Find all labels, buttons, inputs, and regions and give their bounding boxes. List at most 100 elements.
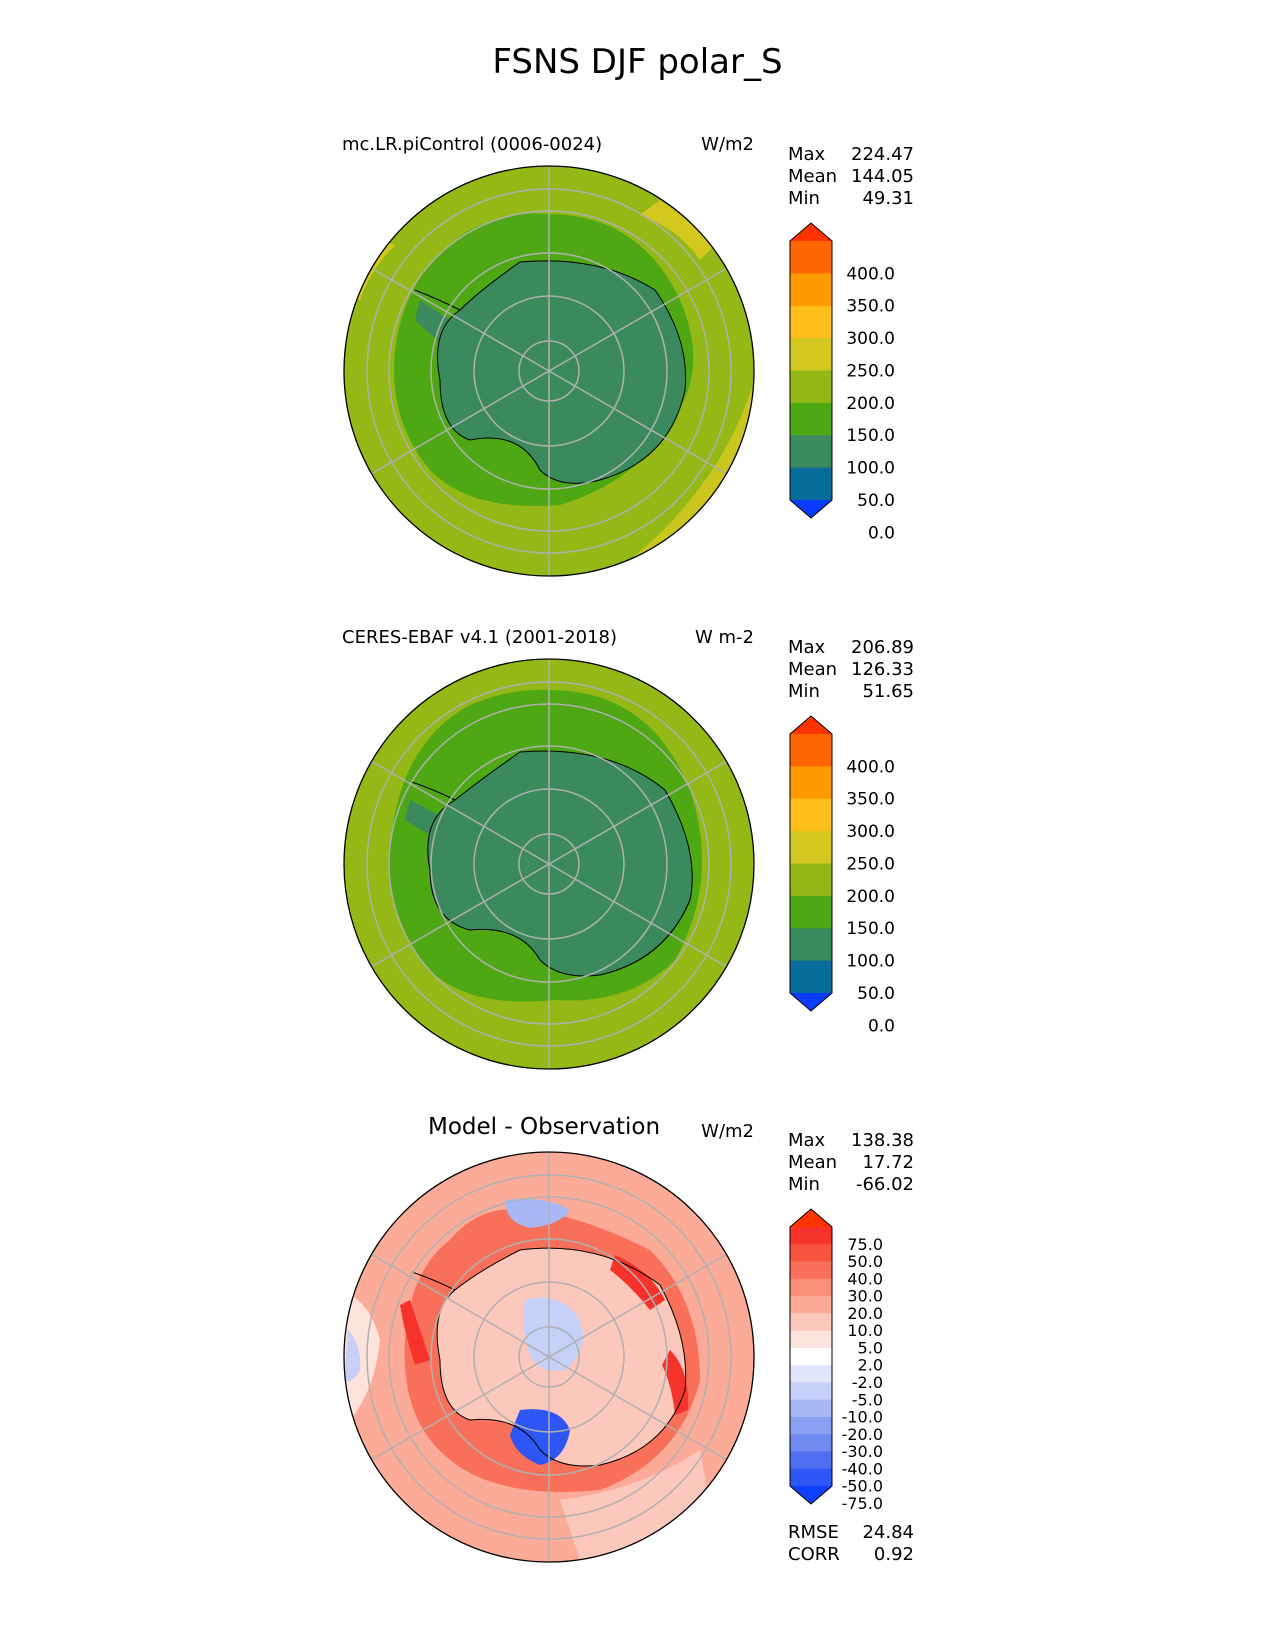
panel-reference-title: CERES-EBAF v4.1 (2001-2018) [342, 627, 618, 648]
colorbar-tick-label: -75.0 [842, 1494, 883, 1513]
colorbar-segment [790, 1330, 832, 1349]
colorbar-segment [790, 305, 832, 339]
colorbar-tick-label: 50.0 [847, 1252, 883, 1271]
colorbar-tick-label: 250.0 [846, 361, 895, 381]
colorbar-segment [790, 1365, 832, 1383]
panel-reference-units: W m-2 [694, 627, 754, 648]
map-difference-frame [343, 1151, 755, 1563]
colorbar-tick-label: -50.0 [842, 1477, 883, 1496]
colorbar-segment [790, 1313, 832, 1332]
stat-min-value: -66.02 [855, 1174, 914, 1195]
colorbar-segment [790, 1347, 832, 1366]
colorbar-segment [790, 1399, 832, 1418]
colorbar-tick-label: 150.0 [846, 426, 895, 446]
stat-mean-value: 126.33 [851, 659, 914, 680]
colorbar-segment [790, 960, 832, 994]
colorbar-segment [790, 402, 832, 436]
colorbar-tick-label: -2.0 [852, 1373, 883, 1392]
colorbar-outline [789, 1208, 833, 1505]
metric-corr-label: CORR [788, 1544, 840, 1565]
colorbar-segment [790, 1434, 832, 1453]
colorbar-segment [790, 863, 832, 897]
panel-test-title: mc.LR.piControl (0006-0024) [342, 134, 603, 155]
colorbar-segment [790, 1468, 832, 1487]
colorbar-tick-label: 40.0 [847, 1269, 883, 1288]
graticule-test [366, 166, 732, 576]
metric-rmse-value: 24.84 [862, 1522, 914, 1543]
figure-title: FSNS DJF polar_S [492, 42, 783, 82]
colorbar-tick-label: 350.0 [846, 790, 895, 810]
panel-test-stats: Max 224.47 Mean 144.05 Min 49.31 [788, 144, 914, 210]
colorbar-segment [790, 1296, 832, 1314]
panel-reference-stats: Max 206.89 Mean 126.33 Min 51.65 [788, 637, 914, 703]
panel-test-units: W/m2 [701, 134, 754, 155]
colorbar-extend-max [790, 223, 832, 241]
colorbar-reference: 400.0 350.0 300.0 250.0 200.0 150.0 100.0 50.0 0… [789, 715, 895, 1036]
stat-mean-label: Mean [788, 1152, 838, 1173]
colorbar-segment [790, 1244, 832, 1263]
stat-mean-value: 17.72 [862, 1152, 914, 1173]
stat-min-value: 51.65 [862, 681, 914, 702]
colorbar-tick-label: 100.0 [846, 459, 895, 479]
colorbar-tick-label: -10.0 [842, 1408, 883, 1427]
stat-max-value: 224.47 [851, 144, 914, 165]
colorbar-segment [790, 734, 832, 767]
colorbar-tick-label: 10.0 [847, 1321, 883, 1340]
stat-mean-value: 144.05 [851, 166, 914, 187]
colorbar-tick-label: 200.0 [846, 887, 895, 907]
stat-max-label: Max [788, 637, 826, 658]
panel-difference-title: Model - Observation [428, 1114, 661, 1140]
colorbar-extend-min [790, 993, 832, 1011]
colorbar-segment [790, 338, 832, 372]
colorbar-tick-label: 400.0 [846, 757, 895, 777]
stat-max-value: 138.38 [851, 1130, 914, 1151]
colorbar-tick-label: -5.0 [852, 1390, 883, 1409]
stat-max-label: Max [788, 1130, 826, 1151]
map-test-frame [343, 165, 755, 577]
colorbar-tick-label: 50.0 [857, 491, 895, 511]
colorbar-tick-label: 5.0 [858, 1338, 883, 1357]
colorbar-segment [790, 766, 832, 800]
colorbar-segment [790, 798, 832, 832]
panel-difference-stats: Max 138.38 Mean 17.72 Min -66.02 [788, 1130, 914, 1196]
colorbar-extend-max [790, 716, 832, 734]
colorbar-segment [790, 435, 832, 469]
colorbar-segment [790, 1451, 832, 1470]
coastline-test [414, 260, 687, 484]
stat-max-label: Max [788, 144, 826, 165]
colorbar-extend-max [790, 1209, 832, 1227]
colorbar-tick-label: -20.0 [842, 1425, 883, 1444]
colorbar-segment [790, 1416, 832, 1435]
colorbar-tick-label: 300.0 [846, 822, 895, 842]
colorbar-tick-label: 300.0 [846, 329, 895, 349]
colorbar-segment [790, 1227, 832, 1245]
colorbar-test: 400.0 350.0 300.0 250.0 200.0 150.0 100.0 50.0 0… [789, 222, 895, 543]
colorbar-segment [790, 928, 832, 962]
colorbar-tick-label: 400.0 [846, 264, 895, 284]
colorbar-tick-label: 50.0 [857, 984, 895, 1004]
colorbar-tick-label: -40.0 [842, 1459, 883, 1478]
metric-corr-value: 0.92 [873, 1544, 914, 1565]
panel-difference-metrics: RMSE 24.84 CORR 0.92 [788, 1522, 914, 1566]
stat-min-label: Min [788, 1174, 820, 1195]
colorbar-tick-label: 20.0 [847, 1304, 883, 1323]
colorbar-tick-label: 250.0 [846, 854, 895, 874]
colorbar-segment [790, 273, 832, 307]
map-reference-frame [343, 658, 755, 1070]
colorbar-tick-label: 75.0 [847, 1235, 883, 1254]
colorbar-tick-label: 100.0 [846, 952, 895, 972]
colorbar-extend-min [790, 1486, 832, 1504]
colorbar-extend-min [790, 500, 832, 518]
map-reference [344, 659, 754, 1069]
graticule-difference [366, 1152, 732, 1562]
colorbar-segment [790, 1382, 832, 1401]
colorbar-segment [790, 467, 832, 501]
stat-mean-label: Mean [788, 166, 838, 187]
colorbar-difference: 75.050.040.030.020.010.05.02.0-2.0-5.0-1… [789, 1208, 883, 1513]
colorbar-segment [790, 1261, 832, 1280]
stat-min-value: 49.31 [862, 188, 914, 209]
colorbar-tick-label: 2.0 [858, 1356, 883, 1375]
metric-rmse-label: RMSE [788, 1522, 839, 1543]
stat-min-label: Min [788, 681, 820, 702]
